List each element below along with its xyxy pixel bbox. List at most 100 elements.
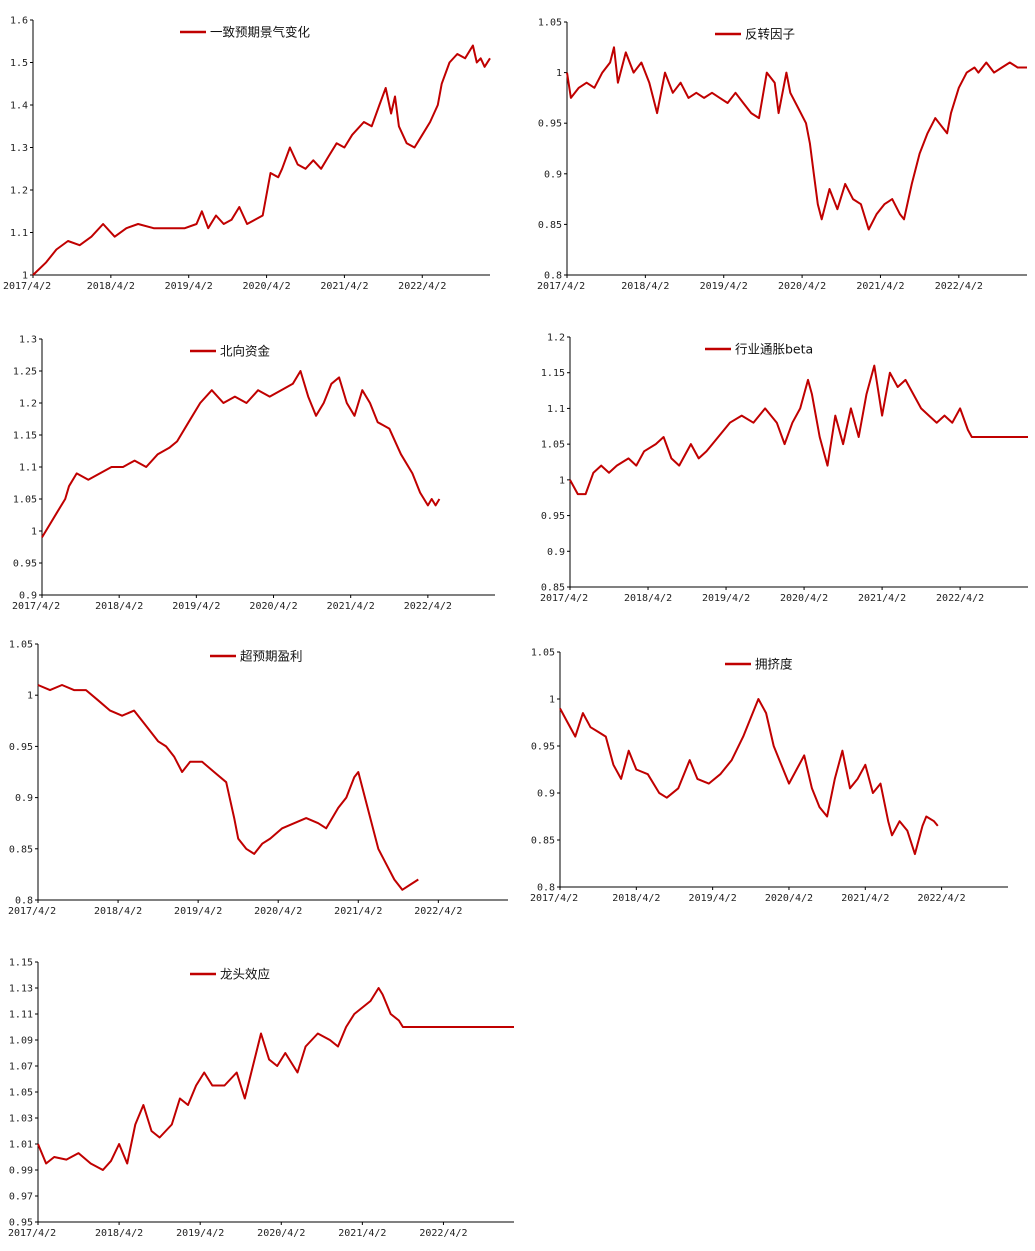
chart-svg-reversal-factor: 0.8 0.85 0.9 0.95 1 1.05 2017/4/2 2018/4/2 2019/… (537, 18, 1027, 292)
x-tick-label: 2022/4/2 (398, 281, 446, 292)
y-tick-label: 1.2 (19, 399, 37, 410)
chart-svg-inflation-beta: 0.85 0.9 0.95 1 1.05 1.1 1.15 1.2 2017/4/2 2018/4… (540, 333, 1028, 604)
y-tick-label: 1.03 (9, 1114, 33, 1125)
series-line-earnings-surprise (37, 684, 419, 891)
x-tick-label: 2019/4/2 (176, 1228, 224, 1239)
y-tick-label: 1.11 (9, 1010, 33, 1021)
x-tick-label: 2022/4/2 (414, 906, 462, 917)
x-tick-label: 2019/4/2 (174, 906, 222, 917)
y-tick-label: 1.05 (9, 640, 33, 651)
y-tick-label: 1.3 (19, 335, 37, 346)
x-tick-label: 2018/4/2 (87, 281, 135, 292)
chart-svg-earnings-surprise: 0.8 0.85 0.9 0.95 1 1.05 2017/4/2 2018/4/2 2019/… (8, 640, 508, 917)
x-tick-label: 2017/4/2 (8, 1228, 56, 1239)
x-tick-label: 2018/4/2 (94, 906, 142, 917)
y-tick-label: 1.15 (541, 368, 565, 379)
chart-panel-northbound-funds: 0.9 0.95 1 1.05 1.1 1.15 1.2 1.25 1.3 2017/4/2 201… (0, 325, 505, 615)
y-tick-label: 0.95 (13, 559, 37, 570)
y-tick-label: 1.05 (531, 648, 555, 659)
x-tick-label: 2020/4/2 (254, 906, 302, 917)
x-tick-label: 2017/4/2 (8, 906, 56, 917)
x-tick-label: 2018/4/2 (624, 593, 672, 604)
y-tick-label: 1.15 (13, 431, 37, 442)
y-tick-label: 0.95 (541, 511, 565, 522)
x-tick-label: 2019/4/2 (700, 281, 748, 292)
y-tick-label: 1.05 (541, 440, 565, 451)
x-tick-label: 2022/4/2 (936, 593, 984, 604)
y-tick-label: 0.8 (15, 896, 33, 907)
x-tick-label: 2021/4/2 (320, 281, 368, 292)
chart-svg-crowding: 0.8 0.85 0.9 0.95 1 1.05 2017/4/2 2018/4/2 2019/… (530, 648, 1008, 904)
y-tick-label: 1.1 (547, 404, 565, 415)
x-tick-label: 2022/4/2 (918, 893, 966, 904)
y-tick-label: 1.13 (9, 984, 33, 995)
y-tick-label: 1.6 (10, 16, 28, 27)
y-tick-label: 0.95 (9, 1218, 33, 1229)
chart-svg-consensus-expectation: 1 1.1 1.2 1.3 1.4 1.5 1.6 2017/4/2 2018/4/2 2019/… (3, 16, 491, 292)
y-tick-label: 1.2 (10, 186, 28, 197)
chart-svg-northbound-funds: 0.9 0.95 1 1.05 1.1 1.15 1.2 1.25 1.3 2017/4/2 201… (12, 335, 495, 612)
x-tick-label: 2020/4/2 (780, 593, 828, 604)
x-tick-label: 2019/4/2 (172, 601, 220, 612)
legend-label: 一致预期景气变化 (210, 25, 311, 40)
y-tick-label: 1.05 (13, 495, 37, 506)
x-tick-label: 2020/4/2 (257, 1228, 305, 1239)
y-tick-label: 1.01 (9, 1140, 33, 1151)
x-tick-label: 2020/4/2 (249, 601, 297, 612)
y-tick-label: 0.9 (537, 789, 555, 800)
y-tick-label: 1.4 (10, 101, 28, 112)
x-tick-label: 2019/4/2 (689, 893, 737, 904)
series-line-reversal-factor (566, 46, 1027, 231)
x-tick-label: 2021/4/2 (841, 893, 889, 904)
chart-panel-inflation-beta: 0.85 0.9 0.95 1 1.05 1.1 1.15 1.2 2017/4/2 2018/4… (515, 325, 1035, 615)
x-tick-label: 2020/4/2 (765, 893, 813, 904)
y-tick-label: 0.95 (9, 742, 33, 753)
x-tick-label: 2022/4/2 (419, 1228, 467, 1239)
x-tick-label: 2022/4/2 (935, 281, 983, 292)
x-tick-label: 2017/4/2 (540, 593, 588, 604)
y-tick-label: 1.25 (13, 367, 37, 378)
x-tick-label: 2021/4/2 (338, 1228, 386, 1239)
y-tick-label: 0.8 (537, 883, 555, 894)
x-tick-label: 2021/4/2 (856, 281, 904, 292)
y-tick-label: 1.1 (10, 228, 28, 239)
legend-label: 龙头效应 (220, 967, 270, 982)
chart-panel-reversal-factor: 0.8 0.85 0.9 0.95 1 1.05 2017/4/2 2018/4/2 2019/… (515, 10, 1035, 305)
y-tick-label: 1.5 (10, 58, 28, 69)
x-tick-label: 2019/4/2 (702, 593, 750, 604)
y-tick-label: 1.15 (9, 958, 33, 969)
x-tick-label: 2019/4/2 (165, 281, 213, 292)
y-tick-label: 0.8 (544, 271, 562, 282)
legend-label: 超预期盈利 (240, 649, 303, 664)
y-tick-label: 0.95 (538, 119, 562, 130)
x-tick-label: 2021/4/2 (858, 593, 906, 604)
chart-svg-leader-effect: 0.95 0.97 0.99 1.01 1.03 1.05 1.07 1.09 1.11 1.13… (8, 958, 514, 1239)
y-tick-label: 1 (22, 271, 28, 282)
legend-label: 拥挤度 (755, 657, 793, 672)
legend-label: 行业通胀beta (735, 342, 813, 357)
y-tick-label: 1.09 (9, 1036, 33, 1047)
y-tick-label: 1.2 (547, 333, 565, 344)
y-tick-label: 1 (556, 68, 562, 79)
chart-panel-leader-effect: 0.95 0.97 0.99 1.01 1.03 1.05 1.07 1.09 1.11 1.13… (0, 950, 520, 1240)
x-tick-label: 2022/4/2 (404, 601, 452, 612)
x-tick-label: 2020/4/2 (242, 281, 290, 292)
y-tick-label: 1.05 (9, 1088, 33, 1099)
y-tick-label: 0.99 (9, 1166, 33, 1177)
x-tick-label: 2017/4/2 (530, 893, 578, 904)
chart-panel-consensus-expectation: 1 1.1 1.2 1.3 1.4 1.5 1.6 2017/4/2 2018/4/2 2019/… (0, 10, 505, 305)
y-tick-label: 1.07 (9, 1062, 33, 1073)
y-tick-label: 0.9 (547, 547, 565, 558)
x-tick-label: 2018/4/2 (95, 1228, 143, 1239)
x-tick-label: 2021/4/2 (327, 601, 375, 612)
series-line-consensus-expectation (32, 44, 491, 276)
y-tick-label: 0.9 (15, 793, 33, 804)
y-tick-label: 0.85 (538, 220, 562, 231)
y-tick-label: 0.85 (9, 844, 33, 855)
y-tick-label: 1.3 (10, 143, 28, 154)
chart-panel-crowding: 0.8 0.85 0.9 0.95 1 1.05 2017/4/2 2018/4/2 2019/… (520, 640, 1015, 920)
x-tick-label: 2017/4/2 (537, 281, 585, 292)
series-line-northbound-funds (41, 370, 441, 538)
series-line-leader-effect (37, 987, 514, 1171)
y-tick-label: 0.85 (541, 583, 565, 594)
